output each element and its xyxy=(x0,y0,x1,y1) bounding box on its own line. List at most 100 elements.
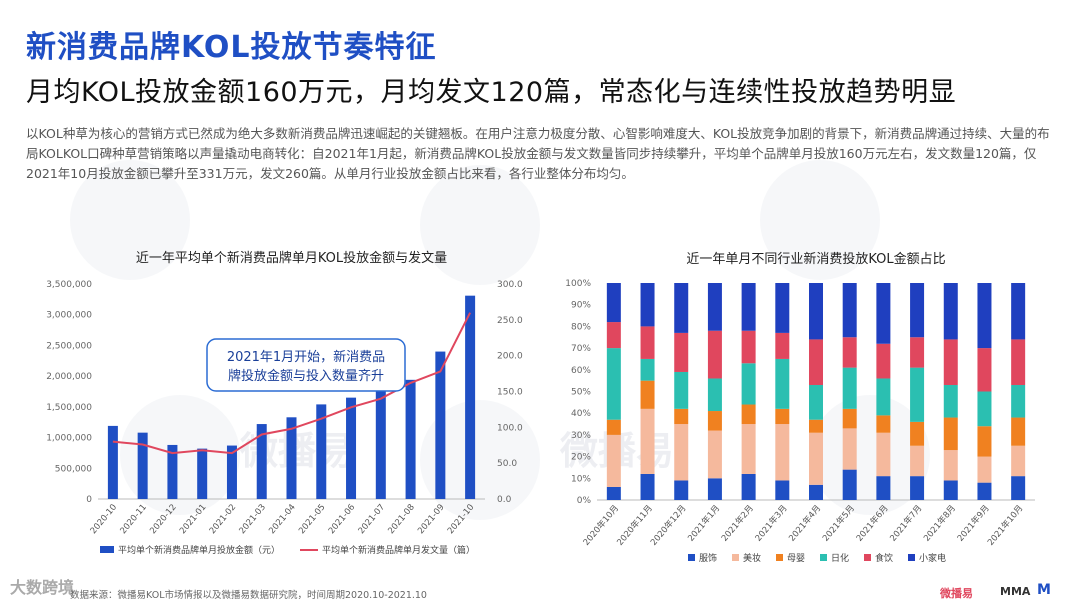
y-tick: 10% xyxy=(571,474,591,484)
legend-label: 小家电 xyxy=(919,552,946,564)
stack-segment-母婴 xyxy=(842,408,857,429)
stack-segment-母婴 xyxy=(775,408,790,425)
legend-swatch xyxy=(688,554,695,561)
stack-segment-服饰 xyxy=(606,486,621,500)
legend-swatch-spend xyxy=(100,546,114,553)
stack-segment-小家电 xyxy=(842,283,857,338)
footer-logo-weiboyi: 微播易 xyxy=(940,587,973,600)
x-tick-label: 2021-03 xyxy=(238,503,268,537)
stack-segment-母婴 xyxy=(640,380,655,409)
stack-segment-食饮 xyxy=(876,343,891,379)
stack-segment-小家电 xyxy=(943,283,958,340)
bar-spend xyxy=(405,379,416,499)
stack-segment-食饮 xyxy=(1011,339,1026,385)
y-tick-right: 200.0 xyxy=(497,352,523,362)
bar-spend xyxy=(137,432,148,499)
bar-spend xyxy=(316,404,327,499)
line-posts xyxy=(112,312,472,455)
legend-label: 美妆 xyxy=(743,552,761,564)
stack-segment-美妆 xyxy=(606,434,621,487)
x-tick-label: 2021-07 xyxy=(357,503,387,537)
bar-spend xyxy=(286,417,297,499)
stack-segment-母婴 xyxy=(809,419,823,433)
y-tick: 30% xyxy=(571,431,591,441)
stack-segment-食饮 xyxy=(943,339,958,385)
stack-segment-美妆 xyxy=(876,432,891,477)
stack-segment-小家电 xyxy=(606,283,621,323)
legend-label: 母婴 xyxy=(787,553,805,564)
stack-segment-小家电 xyxy=(977,283,992,349)
annotation-line-1: 2021年1月开始，新消费品 xyxy=(227,349,385,365)
bar-spend xyxy=(465,295,476,499)
legend-label: 食饮 xyxy=(875,552,893,564)
stack-segment-美妆 xyxy=(809,432,823,485)
stack-segment-美妆 xyxy=(640,408,655,474)
annotation-line-2: 牌投放金额与投入数量齐升 xyxy=(228,368,384,384)
stack-segment-美妆 xyxy=(707,430,722,479)
x-tick-label: 2021年6月 xyxy=(854,503,891,544)
x-tick-label: 2021年1月 xyxy=(685,503,722,544)
y-tick-right: 0.0 xyxy=(497,495,512,505)
stack-segment-美妆 xyxy=(943,450,958,481)
y-tick-left: 1,000,000 xyxy=(46,434,92,444)
stack-segment-食饮 xyxy=(640,326,655,359)
x-tick-label: 2021年5月 xyxy=(820,503,857,544)
watermark-circle xyxy=(420,165,540,285)
bar-spend xyxy=(256,424,267,499)
legend-swatch xyxy=(732,554,739,561)
legend-label-spend: 平均单个新消费品牌单月投放金额（元） xyxy=(118,544,280,556)
legend-swatch xyxy=(820,554,827,561)
y-tick: 100% xyxy=(565,279,591,289)
footer-logo-m: M xyxy=(1037,582,1051,598)
y-tick: 80% xyxy=(571,322,591,332)
x-tick-label: 2021-04 xyxy=(267,503,297,537)
stack-segment-服饰 xyxy=(809,484,823,500)
stack-segment-小家电 xyxy=(775,283,790,333)
stack-segment-日化 xyxy=(674,371,689,409)
stack-segment-日化 xyxy=(809,384,823,420)
stack-segment-小家电 xyxy=(809,283,823,340)
x-tick-label: 2021年7月 xyxy=(888,503,925,544)
y-tick-left: 0 xyxy=(86,495,92,505)
stack-segment-母婴 xyxy=(943,417,958,451)
stack-segment-服饰 xyxy=(943,480,958,500)
bar-spend xyxy=(167,444,178,499)
x-tick-label: 2021年9月 xyxy=(955,503,992,544)
bar-spend xyxy=(435,351,446,499)
stack-segment-美妆 xyxy=(775,424,790,481)
x-tick-label: 2020-12 xyxy=(148,503,178,537)
footer-logo-mma: MMA xyxy=(1000,585,1031,598)
stack-segment-服饰 xyxy=(674,480,689,500)
chart-kol-spend-and-posts: 近一年平均单个新消费品牌单月KOL投放金额与发文量 0 500,000 1,000,0… xyxy=(46,250,523,556)
bar-spend xyxy=(375,390,386,499)
chart-industry-share: 近一年单月不同行业新消费投放KOL金额占比 0% 10% 20% 30% 40% 50% 60… xyxy=(565,251,1035,564)
legend-label: 服饰 xyxy=(699,552,717,564)
stack-segment-美妆 xyxy=(674,424,689,481)
y-tick-right: 100.0 xyxy=(497,423,523,433)
annotation-callout xyxy=(206,338,406,392)
y-tick: 0% xyxy=(577,496,592,506)
y-tick-left: 3,500,000 xyxy=(46,280,92,290)
bar-spend xyxy=(346,397,357,499)
bar-spend xyxy=(107,425,118,499)
legend-swatch xyxy=(908,554,915,561)
x-tick-label: 2021-06 xyxy=(327,503,357,537)
stack-segment-服饰 xyxy=(910,476,925,500)
stack-segment-母婴 xyxy=(876,415,891,433)
x-tick-label: 2021年2月 xyxy=(719,503,756,544)
stack-segment-服饰 xyxy=(977,482,992,500)
stack-segment-食饮 xyxy=(741,330,756,364)
stack-segment-食饮 xyxy=(775,332,790,359)
stack-segment-服饰 xyxy=(741,473,756,500)
stack-segment-小家电 xyxy=(707,283,722,331)
stack-segment-小家电 xyxy=(674,283,689,333)
x-tick-label: 2021年8月 xyxy=(921,503,958,544)
stack-segment-日化 xyxy=(842,367,857,409)
stack-segment-母婴 xyxy=(977,426,992,457)
stack-segment-食饮 xyxy=(809,339,823,385)
x-tick-label: 2020-10 xyxy=(89,503,119,537)
chart-title: 近一年平均单个新消费品牌单月KOL投放金额与发文量 xyxy=(136,250,447,266)
stack-segment-日化 xyxy=(1011,384,1026,418)
stack-segment-食饮 xyxy=(606,322,621,349)
stack-segment-母婴 xyxy=(1011,417,1026,446)
